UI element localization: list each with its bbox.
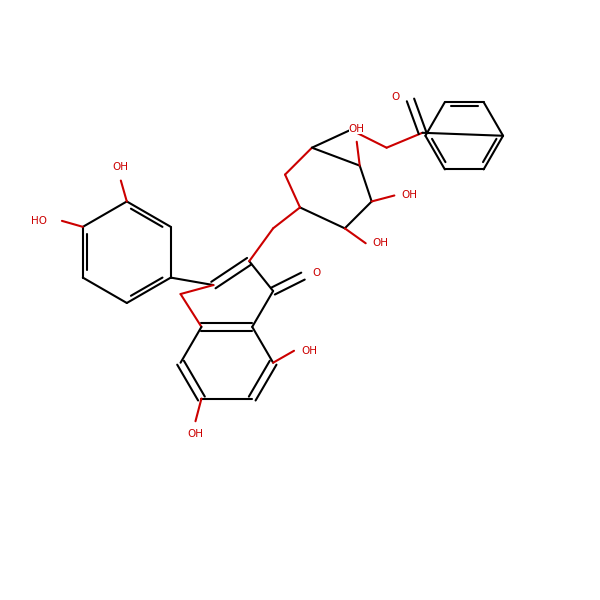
Text: OH: OH — [187, 430, 203, 439]
Text: OH: OH — [301, 346, 317, 356]
Text: HO: HO — [31, 216, 47, 226]
Text: OH: OH — [373, 238, 389, 248]
Text: OH: OH — [401, 190, 417, 200]
Text: O: O — [312, 268, 320, 278]
Text: OH: OH — [349, 124, 365, 134]
Text: O: O — [391, 92, 400, 102]
Text: OH: OH — [113, 163, 129, 172]
